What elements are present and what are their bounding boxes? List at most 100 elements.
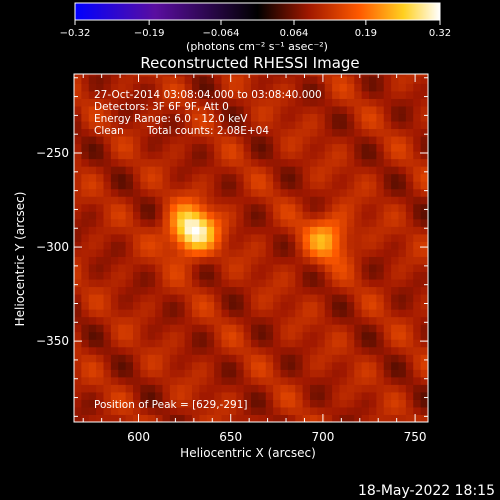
heatmap-pixel [118,203,127,212]
heatmap-pixel [398,361,407,370]
heatmap-pixel [155,90,163,99]
heatmap-pixel [369,151,377,160]
heatmap-pixel [162,151,171,160]
heatmap-pixel [251,181,259,190]
heatmap-pixel [273,248,281,257]
heatmap-pixel [155,218,163,227]
heatmap-pixel [199,339,208,348]
heatmap-pixel [228,256,237,265]
heatmap-pixel [199,233,208,242]
heatmap-pixel [310,151,318,160]
heatmap-pixel [265,263,274,273]
heatmap-pixel [236,346,245,355]
heatmap-pixel [354,241,363,250]
heatmap-pixel [96,158,104,167]
heatmap-pixel [110,241,119,250]
heatmap-pixel [420,414,428,422]
heatmap-pixel [346,188,355,197]
heatmap-pixel [324,188,333,197]
heatmap-pixel [376,301,385,310]
heatmap-pixel [383,376,392,385]
heatmap-pixel [118,196,127,205]
heatmap-pixel [214,406,222,415]
heatmap-pixel [251,188,259,197]
heatmap-pixel [110,309,119,318]
heatmap-pixel [324,286,333,295]
heatmap-pixel [228,98,237,107]
heatmap-pixel [110,316,119,325]
heatmap-pixel [118,354,127,363]
heatmap-pixel [310,361,318,370]
heatmap-pixel [398,143,407,152]
heatmap-pixel [391,143,399,152]
heatmap-pixel [147,75,156,84]
heatmap-pixel [287,181,296,190]
heatmap-pixel [310,331,318,340]
heatmap-pixel [369,248,377,257]
heatmap-pixel [302,151,311,160]
heatmap-pixel [287,166,296,175]
heatmap-pixel [184,203,193,212]
heatmap-pixel [243,399,252,408]
heatmap-pixel [228,376,237,385]
heatmap-pixel [405,121,414,130]
heatmap-pixel [81,241,90,250]
heatmap-pixel [184,279,193,288]
heatmap-pixel [361,211,370,220]
heatmap-pixel [243,181,252,190]
heatmap-pixel [125,226,134,235]
heatmap-pixel [405,83,414,92]
heatmap-pixel [162,346,171,355]
heatmap-pixel [295,331,304,340]
heatmap-pixel [162,196,171,205]
heatmap-pixel [420,339,428,348]
heatmap-pixel [413,279,422,288]
heatmap-pixel [302,369,311,378]
heatmap-pixel [74,233,82,242]
heatmap-pixel [280,316,289,325]
heatmap-pixel [206,113,215,122]
heatmap-pixel [310,166,318,175]
heatmap-pixel [302,181,311,190]
heatmap-pixel [96,188,104,197]
heatmap-pixel [243,218,252,227]
heatmap-pixel [317,279,326,288]
heatmap-pixel [243,203,252,212]
heatmap-pixel [74,226,82,235]
heatmap-pixel [361,128,370,137]
heatmap-pixel [88,339,97,348]
heatmap-pixel [273,233,281,242]
heatmap-pixel [420,361,428,370]
heatmap-pixel [413,324,422,333]
heatmap-pixel [125,218,134,227]
heatmap-pixel [169,271,178,280]
heatmap-pixel [354,105,363,115]
heatmap-pixel [133,271,141,280]
heatmap-pixel [295,279,304,288]
heatmap-pixel [295,256,304,265]
heatmap-pixel [405,211,414,220]
heatmap-pixel [110,324,119,333]
heatmap-pixel [221,90,230,99]
heatmap-pixel [405,294,414,303]
heatmap-pixel [391,331,399,340]
heatmap-pixel [162,98,171,107]
heatmap-pixel [251,316,259,325]
heatmap-pixel [302,166,311,175]
heatmap-pixel [346,166,355,175]
heatmap-pixel [251,324,259,333]
heatmap-pixel [258,136,267,145]
heatmap-pixel [184,218,193,227]
heatmap-pixel [110,83,119,92]
heatmap-pixel [376,166,385,175]
heatmap-pixel [81,196,90,205]
heatmap-pixel [287,414,296,422]
heatmap-pixel [74,83,82,92]
heatmap-pixel [317,90,326,99]
heatmap-pixel [391,218,399,227]
heatmap-pixel [140,203,149,212]
heatmap-pixel [74,105,82,115]
heatmap-pixel [96,294,104,303]
heatmap-pixel [310,241,318,250]
heatmap-pixel [391,211,399,220]
